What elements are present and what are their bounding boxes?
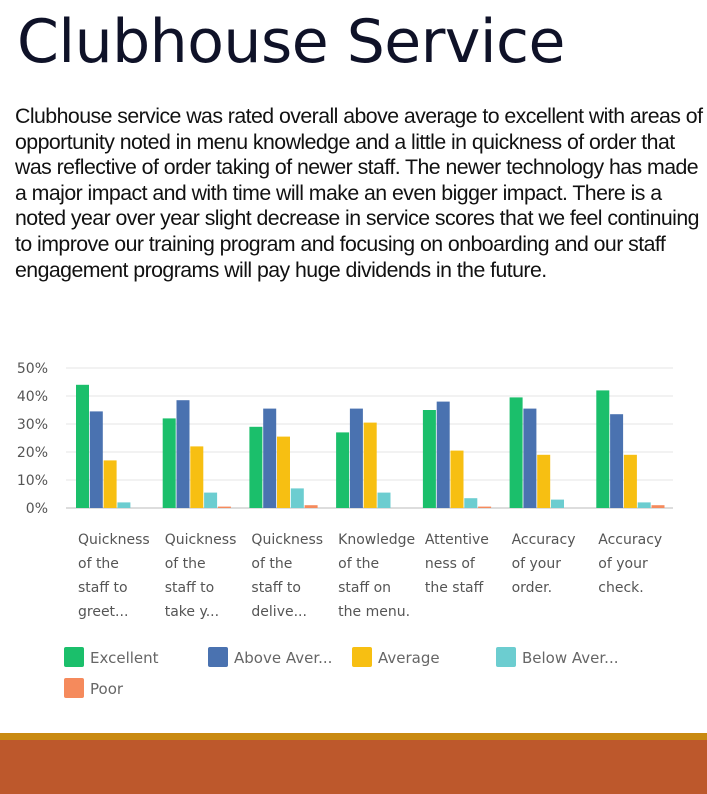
y-tick-label: 40% <box>17 389 48 405</box>
grouped-bar-chart: 0% 10% 20% 30% 40% 50% Quickness of the staff t… <box>17 361 673 698</box>
bar-excellent <box>509 397 523 508</box>
bar-poor <box>217 506 231 508</box>
bar-above-average <box>523 408 537 508</box>
bar-poor <box>304 505 318 508</box>
bar-below-average <box>464 498 478 508</box>
category-label: Attentive ness of the staff <box>425 532 489 596</box>
y-tick-label: 30% <box>17 417 48 433</box>
bar-average <box>537 454 551 508</box>
legend-label: Excellent <box>90 649 159 667</box>
legend-label: Above Aver... <box>234 649 332 667</box>
bar-average <box>363 422 377 508</box>
y-tick-label: 10% <box>17 473 48 489</box>
category-label: Quickness of the staff to delive... <box>251 532 323 620</box>
bar-average <box>623 454 637 508</box>
bar-below-average <box>117 502 131 508</box>
bar-below-average <box>290 488 304 508</box>
y-axis-ticks: 0% 10% 20% 30% 40% 50% <box>17 361 48 517</box>
legend-swatch <box>352 647 372 667</box>
bar-above-average <box>89 411 103 508</box>
bar-excellent <box>336 432 350 508</box>
bar-average <box>190 446 204 508</box>
bar-excellent <box>249 426 263 508</box>
legend-swatch <box>208 647 228 667</box>
bar-excellent <box>76 384 89 508</box>
bars <box>76 384 665 508</box>
bar-average <box>103 460 117 508</box>
y-tick-label: 20% <box>17 445 48 461</box>
bar-above-average <box>349 408 363 508</box>
footer-bar <box>0 740 707 794</box>
legend-swatch <box>64 647 84 667</box>
legend-swatch <box>496 647 516 667</box>
legend-label: Poor <box>90 680 124 698</box>
category-label: Accuracy of your order. <box>512 532 576 596</box>
bar-above-average <box>176 400 190 508</box>
bar-below-average <box>551 499 564 508</box>
slide-body-text: Clubhouse service was rated overall abov… <box>15 104 703 282</box>
bar-above-average <box>436 401 450 508</box>
bar-poor <box>651 505 665 508</box>
bar-above-average <box>263 408 277 508</box>
bar-poor <box>478 506 492 508</box>
bar-below-average <box>377 492 391 508</box>
category-label: Quickness of the staff to take y... <box>165 532 237 620</box>
slide-title: Clubhouse Service <box>17 7 565 77</box>
category-label: Accuracy of your check. <box>598 532 662 596</box>
y-tick-label: 50% <box>17 361 48 377</box>
category-label: Knowledge of the staff on the menu. <box>338 532 415 620</box>
legend-label: Below Aver... <box>522 649 618 667</box>
bar-below-average <box>204 492 218 508</box>
legend: Excellent Above Aver... Average Below Aver.… <box>64 647 618 698</box>
bar-excellent <box>596 390 610 508</box>
bar-excellent <box>422 410 436 508</box>
bar-excellent <box>162 418 176 508</box>
category-label: Quickness of the staff to greet... <box>78 532 150 620</box>
y-tick-label: 0% <box>26 501 48 517</box>
bar-average <box>450 450 464 508</box>
category-labels: Quickness of the staff to greet...Quickness… <box>78 532 662 620</box>
footer-accent-stripe <box>0 733 707 740</box>
bar-below-average <box>637 502 651 508</box>
legend-swatch <box>64 678 84 698</box>
bar-average <box>277 436 290 508</box>
legend-label: Average <box>378 649 440 667</box>
bar-above-average <box>610 414 624 508</box>
